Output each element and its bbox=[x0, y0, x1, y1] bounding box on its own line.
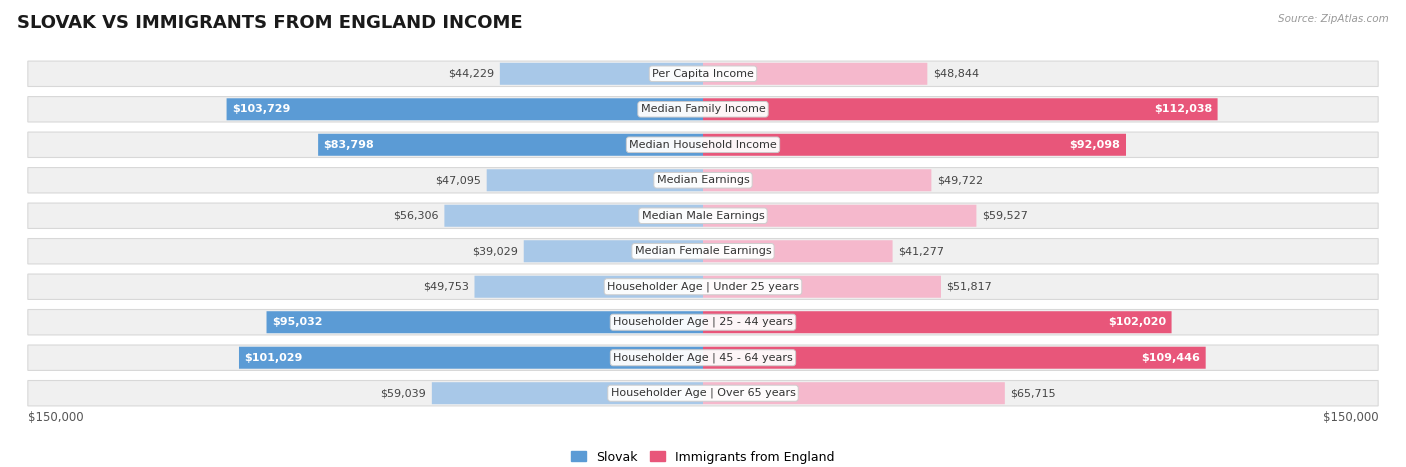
Text: $39,029: $39,029 bbox=[472, 246, 519, 256]
Text: $101,029: $101,029 bbox=[245, 353, 302, 363]
FancyBboxPatch shape bbox=[28, 274, 1378, 299]
Text: $109,446: $109,446 bbox=[1142, 353, 1201, 363]
FancyBboxPatch shape bbox=[28, 132, 1378, 157]
FancyBboxPatch shape bbox=[486, 169, 703, 191]
FancyBboxPatch shape bbox=[524, 240, 703, 262]
Text: Source: ZipAtlas.com: Source: ZipAtlas.com bbox=[1278, 14, 1389, 24]
FancyBboxPatch shape bbox=[28, 310, 1378, 335]
Text: $49,722: $49,722 bbox=[936, 175, 983, 185]
FancyBboxPatch shape bbox=[501, 63, 703, 85]
Text: $59,527: $59,527 bbox=[981, 211, 1028, 221]
Text: $65,715: $65,715 bbox=[1011, 388, 1056, 398]
FancyBboxPatch shape bbox=[703, 240, 893, 262]
Text: SLOVAK VS IMMIGRANTS FROM ENGLAND INCOME: SLOVAK VS IMMIGRANTS FROM ENGLAND INCOME bbox=[17, 14, 523, 32]
FancyBboxPatch shape bbox=[703, 134, 1126, 156]
Text: $51,817: $51,817 bbox=[946, 282, 993, 292]
FancyBboxPatch shape bbox=[703, 169, 931, 191]
Text: Per Capita Income: Per Capita Income bbox=[652, 69, 754, 79]
Text: $102,020: $102,020 bbox=[1108, 317, 1166, 327]
FancyBboxPatch shape bbox=[703, 382, 1005, 404]
Text: $150,000: $150,000 bbox=[28, 411, 83, 424]
FancyBboxPatch shape bbox=[28, 345, 1378, 370]
Text: $47,095: $47,095 bbox=[436, 175, 481, 185]
Text: Median Family Income: Median Family Income bbox=[641, 104, 765, 114]
Legend: Slovak, Immigrants from England: Slovak, Immigrants from England bbox=[567, 446, 839, 467]
Text: $49,753: $49,753 bbox=[423, 282, 470, 292]
FancyBboxPatch shape bbox=[703, 98, 1218, 120]
FancyBboxPatch shape bbox=[28, 168, 1378, 193]
FancyBboxPatch shape bbox=[28, 239, 1378, 264]
FancyBboxPatch shape bbox=[703, 63, 928, 85]
FancyBboxPatch shape bbox=[239, 347, 703, 369]
Text: $44,229: $44,229 bbox=[449, 69, 495, 79]
FancyBboxPatch shape bbox=[703, 347, 1206, 369]
Text: Median Earnings: Median Earnings bbox=[657, 175, 749, 185]
Text: Median Household Income: Median Household Income bbox=[628, 140, 778, 150]
Text: Median Female Earnings: Median Female Earnings bbox=[634, 246, 772, 256]
Text: Householder Age | Under 25 years: Householder Age | Under 25 years bbox=[607, 282, 799, 292]
FancyBboxPatch shape bbox=[267, 311, 703, 333]
Text: Householder Age | 45 - 64 years: Householder Age | 45 - 64 years bbox=[613, 353, 793, 363]
FancyBboxPatch shape bbox=[28, 381, 1378, 406]
FancyBboxPatch shape bbox=[703, 205, 976, 227]
FancyBboxPatch shape bbox=[444, 205, 703, 227]
Text: $83,798: $83,798 bbox=[323, 140, 374, 150]
FancyBboxPatch shape bbox=[226, 98, 703, 120]
FancyBboxPatch shape bbox=[28, 203, 1378, 228]
Text: $41,277: $41,277 bbox=[898, 246, 943, 256]
FancyBboxPatch shape bbox=[432, 382, 703, 404]
Text: $92,098: $92,098 bbox=[1070, 140, 1121, 150]
Text: $48,844: $48,844 bbox=[932, 69, 979, 79]
Text: $95,032: $95,032 bbox=[271, 317, 322, 327]
Text: $59,039: $59,039 bbox=[381, 388, 426, 398]
FancyBboxPatch shape bbox=[703, 276, 941, 298]
Text: Householder Age | Over 65 years: Householder Age | Over 65 years bbox=[610, 388, 796, 398]
FancyBboxPatch shape bbox=[28, 97, 1378, 122]
Text: $56,306: $56,306 bbox=[394, 211, 439, 221]
Text: Median Male Earnings: Median Male Earnings bbox=[641, 211, 765, 221]
FancyBboxPatch shape bbox=[318, 134, 703, 156]
Text: Householder Age | 25 - 44 years: Householder Age | 25 - 44 years bbox=[613, 317, 793, 327]
FancyBboxPatch shape bbox=[28, 61, 1378, 86]
Text: $150,000: $150,000 bbox=[1323, 411, 1378, 424]
Text: $112,038: $112,038 bbox=[1154, 104, 1212, 114]
FancyBboxPatch shape bbox=[703, 311, 1171, 333]
Text: $103,729: $103,729 bbox=[232, 104, 291, 114]
FancyBboxPatch shape bbox=[474, 276, 703, 298]
